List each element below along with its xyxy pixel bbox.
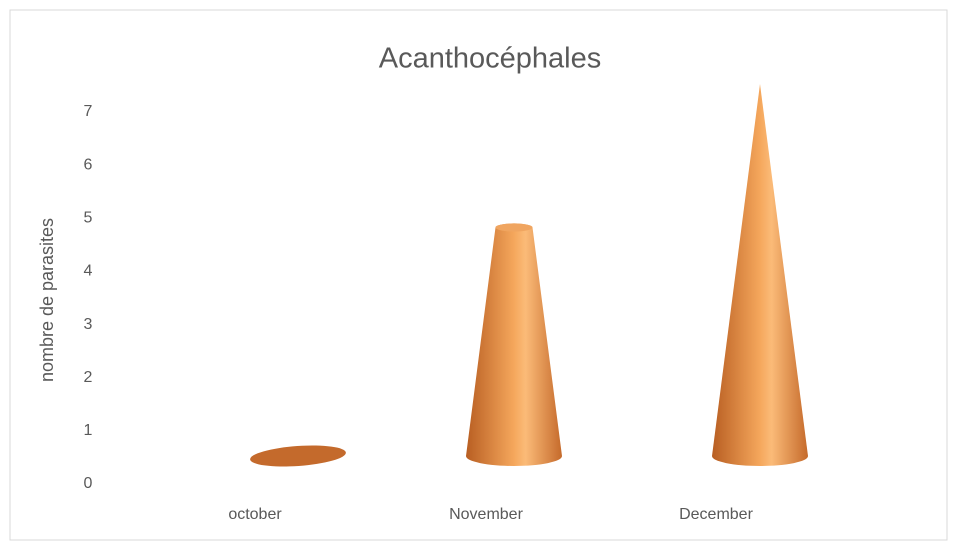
cone bbox=[250, 445, 346, 467]
y-axis-label: nombre de parasites bbox=[37, 218, 57, 382]
chart-title: Acanthocéphales bbox=[379, 43, 602, 75]
y-tick-label: 7 bbox=[84, 103, 93, 120]
y-tick-label: 2 bbox=[84, 369, 93, 386]
x-tick-label: December bbox=[679, 506, 753, 523]
y-tick-label: 3 bbox=[84, 316, 93, 333]
cone bbox=[712, 84, 808, 466]
y-tick-label: 6 bbox=[84, 156, 93, 173]
y-tick-label: 5 bbox=[84, 210, 93, 227]
x-tick-label: November bbox=[449, 506, 523, 523]
cone bbox=[466, 223, 562, 466]
cone-top bbox=[495, 223, 533, 232]
y-tick-label: 0 bbox=[84, 475, 93, 492]
x-tick-label: october bbox=[228, 506, 282, 523]
y-tick-label: 4 bbox=[84, 263, 93, 280]
y-tick-label: 1 bbox=[84, 422, 93, 439]
